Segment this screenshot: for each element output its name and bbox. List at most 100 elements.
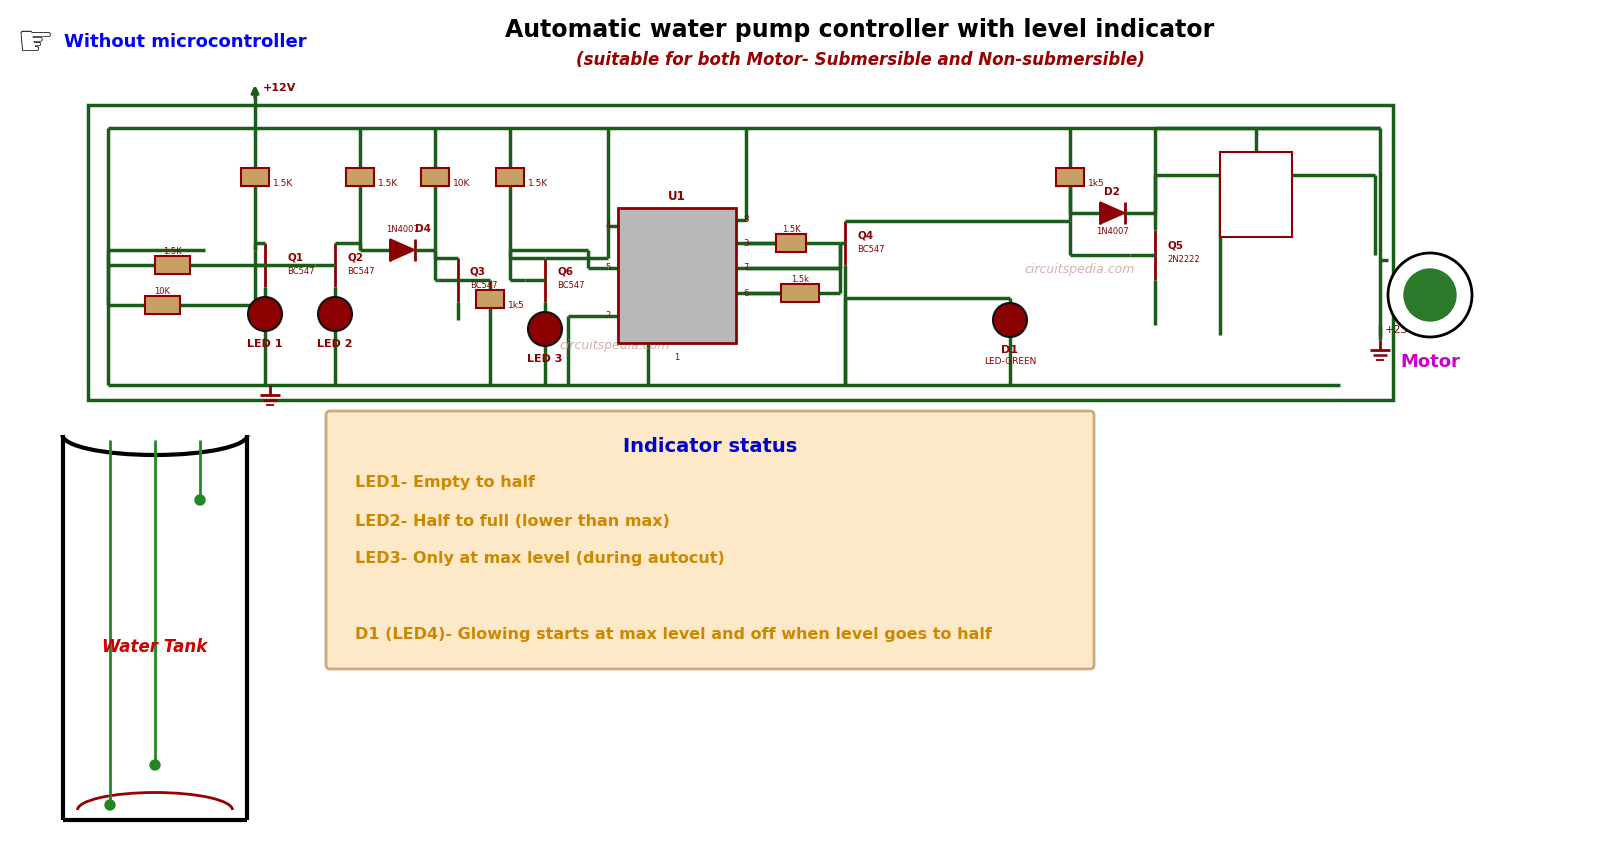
Text: BC547: BC547 xyxy=(470,282,498,290)
Text: circuitspedia.com: circuitspedia.com xyxy=(560,338,670,351)
Text: R2: R2 xyxy=(354,170,366,180)
Polygon shape xyxy=(390,239,414,261)
Text: D2: D2 xyxy=(1104,187,1120,197)
Text: 1.5K: 1.5K xyxy=(782,224,800,234)
Text: LED 3: LED 3 xyxy=(528,354,563,364)
Bar xyxy=(146,296,179,314)
Polygon shape xyxy=(1101,202,1125,224)
Text: 3: 3 xyxy=(744,239,749,247)
Text: LED3- Only at max level (during autocut): LED3- Only at max level (during autocut) xyxy=(355,551,725,566)
Text: 7: 7 xyxy=(744,264,749,272)
Text: 8: 8 xyxy=(744,216,749,224)
Text: Q1: Q1 xyxy=(286,252,302,262)
Bar xyxy=(346,168,374,186)
Circle shape xyxy=(106,800,115,810)
Text: 1k5: 1k5 xyxy=(1088,179,1104,187)
Text: 1.5k: 1.5k xyxy=(790,275,810,283)
Text: 555: 555 xyxy=(661,253,693,267)
Text: LED 1: LED 1 xyxy=(248,339,283,349)
Circle shape xyxy=(248,297,282,331)
Text: TR: TR xyxy=(624,312,635,320)
Text: +230V: +230V xyxy=(1386,325,1422,335)
Text: R: R xyxy=(624,222,630,230)
Circle shape xyxy=(195,495,205,505)
Text: Automatic water pump controller with level indicator: Automatic water pump controller with lev… xyxy=(506,18,1214,42)
Text: 10K: 10K xyxy=(453,179,470,187)
Text: U1: U1 xyxy=(669,190,686,203)
Text: LED-GREEN: LED-GREEN xyxy=(984,357,1037,366)
Text: Q3: Q3 xyxy=(470,267,486,277)
Text: DC: DC xyxy=(718,264,730,272)
Bar xyxy=(1221,152,1293,237)
Text: CV: CV xyxy=(624,264,637,272)
Text: R10: R10 xyxy=(480,292,501,302)
Text: 1k5: 1k5 xyxy=(509,301,525,309)
Text: R6: R6 xyxy=(794,288,806,298)
Text: 1.5K: 1.5K xyxy=(163,247,181,257)
Text: D1 (LED4)- Glowing starts at max level and off when level goes to half: D1 (LED4)- Glowing starts at max level a… xyxy=(355,628,992,643)
Text: Water Tank: Water Tank xyxy=(102,638,208,656)
Text: LED2- Half to full (lower than max): LED2- Half to full (lower than max) xyxy=(355,514,670,528)
Text: 1.5K: 1.5K xyxy=(528,179,549,187)
Circle shape xyxy=(1389,253,1472,337)
Circle shape xyxy=(150,760,160,770)
Text: Q2: Q2 xyxy=(347,252,363,262)
Text: ☞: ☞ xyxy=(16,21,54,63)
Text: 6: 6 xyxy=(744,289,749,297)
Text: +12V: +12V xyxy=(262,83,296,93)
Text: R8: R8 xyxy=(1062,170,1077,180)
Text: Without microcontroller: Without microcontroller xyxy=(64,33,306,51)
Text: VCC: VCC xyxy=(712,216,730,224)
Circle shape xyxy=(994,303,1027,337)
Text: Indicator status: Indicator status xyxy=(622,437,797,456)
Text: RL1: RL1 xyxy=(1245,163,1267,173)
Text: R7: R7 xyxy=(155,301,170,311)
Text: 2N2222: 2N2222 xyxy=(1166,255,1200,265)
Text: R9: R9 xyxy=(502,170,517,180)
Bar xyxy=(781,284,819,302)
Text: LED1- Empty to half: LED1- Empty to half xyxy=(355,476,534,490)
Text: R5: R5 xyxy=(784,238,798,248)
Text: 4: 4 xyxy=(605,222,611,230)
Text: 1.5K: 1.5K xyxy=(378,179,398,187)
Text: Q5: Q5 xyxy=(1166,240,1182,250)
Text: 1N4007: 1N4007 xyxy=(386,225,418,234)
Text: 1N4007: 1N4007 xyxy=(1096,227,1128,236)
Text: 12V: 12V xyxy=(1246,175,1266,185)
Text: 1: 1 xyxy=(674,353,680,362)
Text: LED 2: LED 2 xyxy=(317,339,352,349)
Text: BC547: BC547 xyxy=(858,245,885,253)
Bar xyxy=(618,208,736,343)
Bar xyxy=(477,290,504,308)
Text: 2: 2 xyxy=(605,312,611,320)
Circle shape xyxy=(528,312,562,346)
Text: 1.5K: 1.5K xyxy=(274,179,293,187)
Text: BC547: BC547 xyxy=(557,282,584,290)
Bar xyxy=(1056,168,1085,186)
Text: BC547: BC547 xyxy=(286,266,315,276)
Text: GND: GND xyxy=(643,326,662,336)
Text: 5: 5 xyxy=(605,264,611,272)
Text: R4: R4 xyxy=(427,170,442,180)
Circle shape xyxy=(318,297,352,331)
FancyBboxPatch shape xyxy=(326,411,1094,669)
Text: 10K: 10K xyxy=(154,288,170,296)
Text: TH: TH xyxy=(718,289,730,297)
Text: Q4: Q4 xyxy=(858,230,874,240)
Bar xyxy=(776,234,806,252)
Text: BC547: BC547 xyxy=(347,266,374,276)
Circle shape xyxy=(1405,269,1456,321)
Text: R1: R1 xyxy=(248,170,262,180)
Bar xyxy=(88,105,1394,400)
Text: D1: D1 xyxy=(1002,345,1019,355)
Text: R3: R3 xyxy=(165,261,179,271)
Bar xyxy=(242,168,269,186)
Bar xyxy=(496,168,525,186)
Bar xyxy=(155,256,190,274)
Text: circuitspedia.com: circuitspedia.com xyxy=(1026,264,1134,277)
Bar xyxy=(421,168,450,186)
Text: Q6: Q6 xyxy=(557,267,573,277)
Text: Motor: Motor xyxy=(1400,353,1459,371)
Text: (suitable for both Motor- Submersible and Non-submersible): (suitable for both Motor- Submersible an… xyxy=(576,51,1144,69)
Text: D4: D4 xyxy=(414,224,430,234)
